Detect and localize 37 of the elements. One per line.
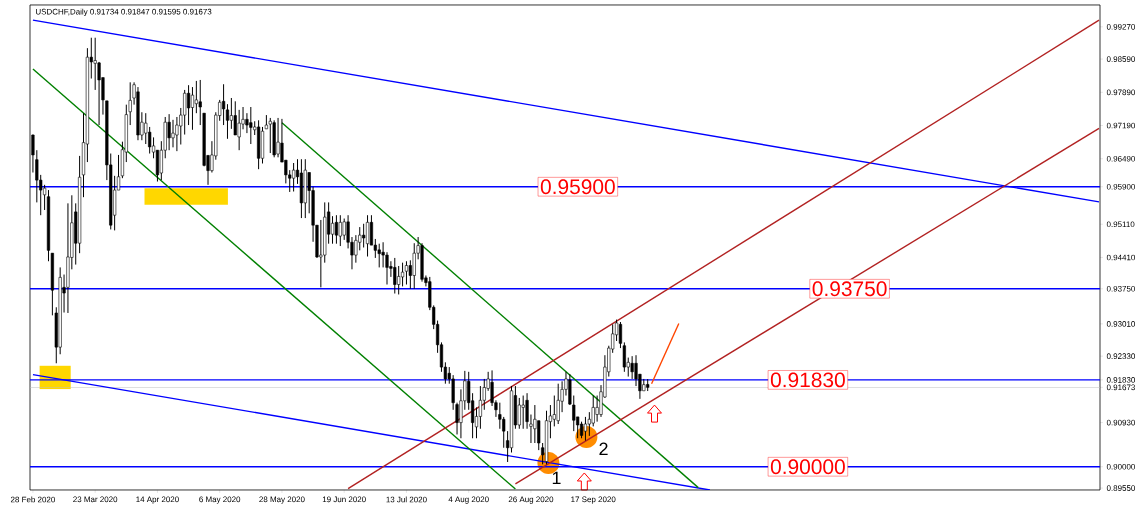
candlestick	[190, 86, 195, 131]
candlestick	[533, 404, 537, 444]
ref-line-label: 0.93750	[812, 281, 887, 297]
candlestick	[186, 84, 191, 126]
candlestick	[400, 262, 405, 287]
candlestick	[225, 103, 230, 140]
candlestick	[93, 37, 97, 91]
annotation: 2	[599, 442, 608, 456]
ref-line-label: 0.90000	[770, 459, 845, 475]
candlestick	[338, 214, 342, 247]
candlestick	[377, 243, 381, 268]
candlestick	[393, 257, 397, 295]
ref-line-label: 0.91830	[770, 372, 845, 388]
candlestick	[292, 162, 296, 192]
candlestick	[397, 265, 401, 295]
candlestick	[587, 411, 591, 437]
candlestick	[634, 354, 638, 387]
candlestick	[521, 395, 525, 430]
candlestick	[334, 214, 338, 245]
candlestick	[171, 119, 175, 148]
candlestick	[404, 260, 409, 285]
candlestick	[330, 215, 335, 245]
candlestick	[365, 214, 370, 257]
candlestick	[167, 113, 171, 151]
candlestick	[194, 80, 198, 114]
candlestick	[183, 89, 187, 136]
ref-line-label: 0.95900	[540, 179, 615, 195]
annotation: 1	[552, 471, 561, 485]
candlestick	[148, 126, 152, 155]
candlestick	[556, 383, 560, 425]
candlestick	[249, 106, 253, 145]
candlestick	[362, 223, 366, 248]
candlestick	[630, 355, 634, 380]
candlestick	[237, 109, 241, 151]
candlestick	[268, 117, 272, 154]
candlestick	[595, 395, 599, 423]
candlestick	[517, 397, 521, 430]
